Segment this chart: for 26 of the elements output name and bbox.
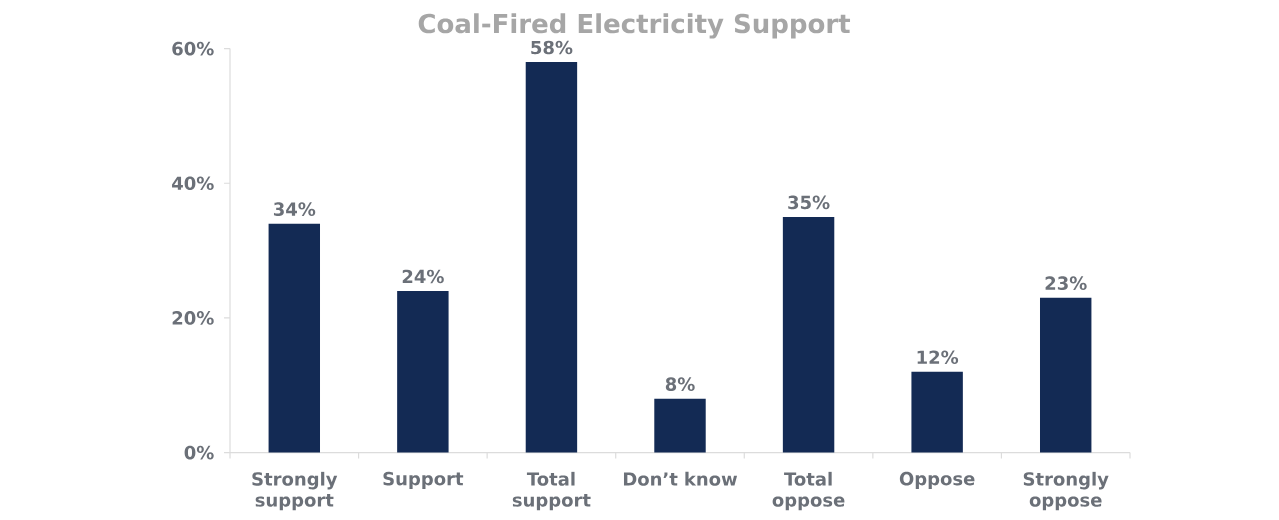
data-label: 12% [917, 350, 959, 365]
y-tick-label: 60% [172, 41, 214, 56]
x-tick-label: Strongly support [252, 471, 338, 511]
y-tick-label: 0% [184, 445, 214, 460]
bar [397, 290, 449, 453]
bar [268, 223, 321, 453]
x-tick-label: Strongly oppose [1023, 471, 1109, 511]
x-tick-label: Total support [512, 471, 591, 511]
x-tick-label: Don’t know [623, 471, 738, 486]
y-tick-label: 40% [172, 176, 214, 191]
x-tick-label: Total oppose [772, 471, 845, 511]
bar [782, 216, 835, 453]
data-label: 34% [273, 202, 316, 216]
x-tick-label: Oppose [899, 471, 975, 489]
bar [525, 62, 578, 453]
bar [654, 398, 706, 453]
bar [911, 371, 963, 453]
data-label: 24% [402, 269, 444, 284]
bar [1040, 297, 1092, 453]
chart-title: Coal-Fired Electricity Support [418, 13, 851, 39]
data-label: 8% [665, 377, 695, 391]
x-tick-label: Support [383, 471, 464, 489]
data-label: 58% [531, 40, 573, 55]
data-label: 23% [1045, 276, 1087, 290]
y-tick-label: 20% [172, 311, 214, 325]
data-label: 35% [788, 195, 830, 210]
